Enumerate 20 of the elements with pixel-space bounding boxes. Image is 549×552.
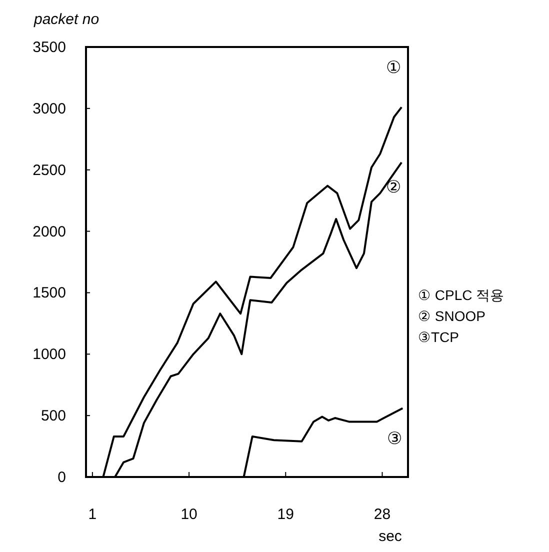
- annotation: ②: [386, 177, 402, 196]
- x-tick-label: 1: [88, 506, 97, 523]
- y-tick-label: 3000: [32, 100, 66, 118]
- y-tick-label: 1000: [32, 346, 66, 364]
- y-tick-label: 0: [58, 469, 66, 486]
- y-tick-label: 500: [40, 408, 66, 425]
- annotation: ③: [387, 429, 402, 448]
- text: ① CPLC 적용: [418, 287, 504, 303]
- text: ② SNOOP: [418, 308, 486, 324]
- y-tick-label: 3500: [32, 39, 66, 56]
- y-axis-title: packet no: [33, 11, 100, 28]
- annotation: ①: [386, 58, 402, 78]
- y-tick-label: 2500: [32, 162, 66, 179]
- x-axis-title: sec: [378, 528, 402, 545]
- x-tick-label: 10: [180, 506, 198, 523]
- x-tick-label: 28: [374, 506, 391, 523]
- x-tick-label: 19: [277, 506, 294, 523]
- text: ③TCP: [418, 329, 459, 345]
- y-tick-label: 2000: [32, 223, 66, 240]
- y-tick-label: 1500: [32, 284, 66, 302]
